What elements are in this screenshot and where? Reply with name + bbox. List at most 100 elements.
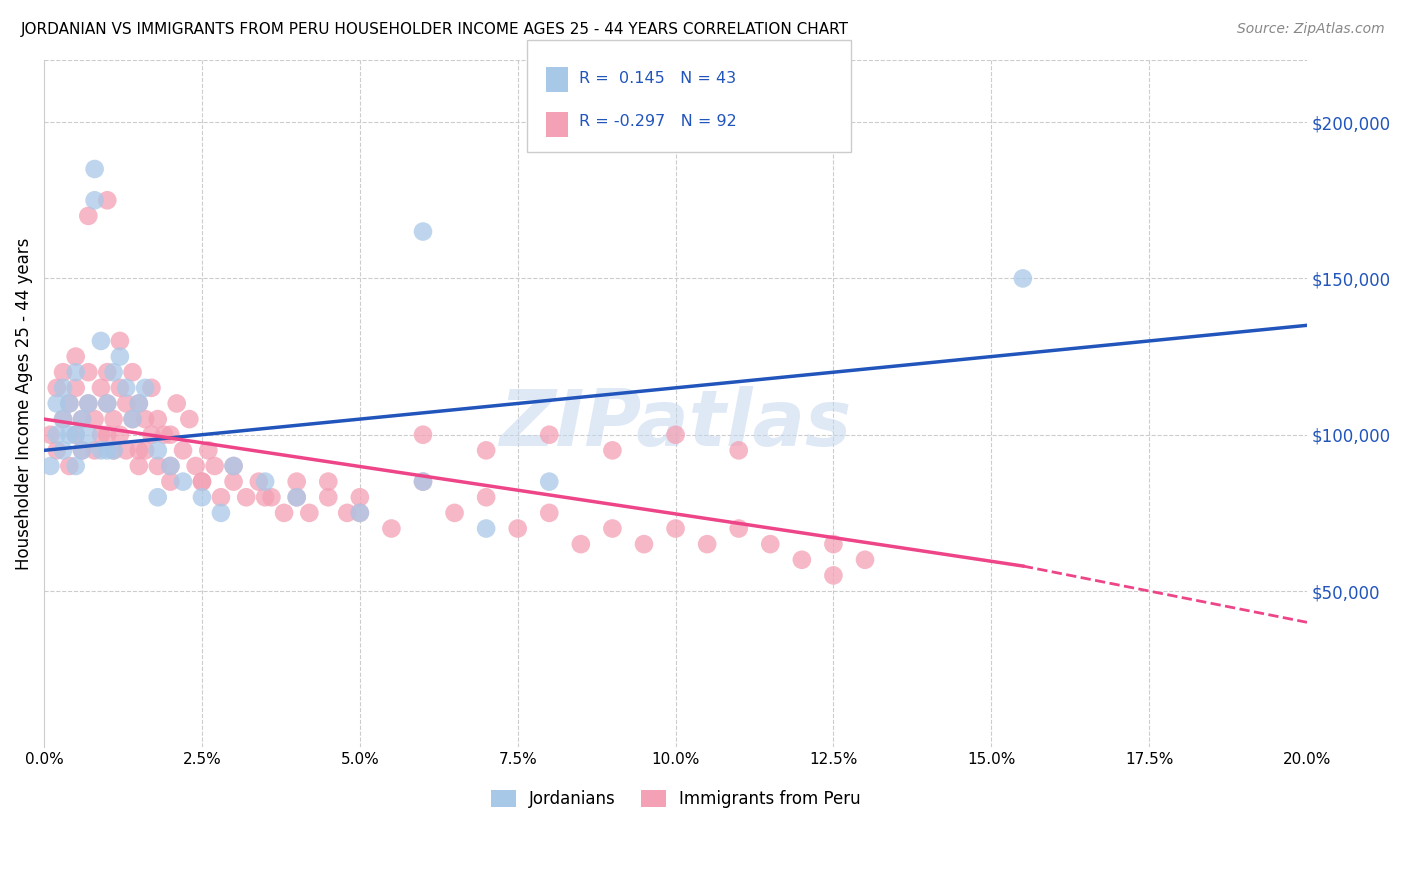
Point — [412, 225, 434, 239]
Point — [298, 506, 321, 520]
Point — [412, 427, 434, 442]
Text: R =  0.145   N = 43: R = 0.145 N = 43 — [579, 71, 737, 86]
Point — [443, 506, 465, 520]
Point — [121, 412, 143, 426]
Point — [1011, 271, 1033, 285]
Point — [96, 396, 118, 410]
Point — [336, 506, 359, 520]
Point — [115, 381, 138, 395]
Point — [602, 443, 624, 458]
Point — [52, 443, 75, 458]
Point — [134, 443, 156, 458]
Point — [108, 334, 131, 348]
Point — [77, 396, 100, 410]
Point — [159, 427, 181, 442]
Point — [197, 443, 219, 458]
Point — [153, 427, 176, 442]
Point — [204, 458, 226, 473]
Point — [159, 458, 181, 473]
Point — [58, 427, 80, 442]
Point — [790, 553, 813, 567]
Point — [96, 427, 118, 442]
Point — [247, 475, 270, 489]
Point — [65, 427, 87, 442]
Point — [853, 553, 876, 567]
Point — [184, 458, 207, 473]
Point — [96, 194, 118, 208]
Point — [70, 443, 93, 458]
Point — [134, 381, 156, 395]
Point — [172, 443, 194, 458]
Point — [475, 443, 498, 458]
Point — [475, 490, 498, 504]
Point — [65, 350, 87, 364]
Point — [146, 412, 169, 426]
Point — [538, 506, 561, 520]
Point — [39, 427, 62, 442]
Point — [316, 475, 339, 489]
Point — [146, 490, 169, 504]
Point — [191, 475, 214, 489]
Point — [222, 458, 245, 473]
Point — [235, 490, 257, 504]
Point — [121, 365, 143, 379]
Point — [52, 381, 75, 395]
Point — [823, 537, 845, 551]
Point — [39, 458, 62, 473]
Point — [45, 396, 67, 410]
Point — [285, 490, 308, 504]
Point — [90, 381, 112, 395]
Point — [664, 522, 686, 536]
Point — [45, 427, 67, 442]
Point — [191, 475, 214, 489]
Point — [569, 537, 592, 551]
Point — [58, 458, 80, 473]
Point — [77, 365, 100, 379]
Point — [115, 396, 138, 410]
Point — [52, 412, 75, 426]
Point — [70, 443, 93, 458]
Point — [475, 522, 498, 536]
Point — [70, 412, 93, 426]
Y-axis label: Householder Income Ages 25 - 44 years: Householder Income Ages 25 - 44 years — [15, 237, 32, 570]
Point — [103, 365, 125, 379]
Point — [696, 537, 718, 551]
Point — [412, 475, 434, 489]
Point — [273, 506, 295, 520]
Point — [727, 522, 749, 536]
Point — [90, 334, 112, 348]
Point — [58, 396, 80, 410]
Point — [179, 412, 201, 426]
Point — [77, 209, 100, 223]
Point — [83, 194, 105, 208]
Point — [159, 458, 181, 473]
Point — [128, 396, 150, 410]
Text: JORDANIAN VS IMMIGRANTS FROM PERU HOUSEHOLDER INCOME AGES 25 - 44 YEARS CORRELAT: JORDANIAN VS IMMIGRANTS FROM PERU HOUSEH… — [21, 22, 849, 37]
Point — [103, 443, 125, 458]
Legend: Jordanians, Immigrants from Peru: Jordanians, Immigrants from Peru — [484, 783, 868, 814]
Point — [412, 475, 434, 489]
Point — [222, 458, 245, 473]
Point — [128, 396, 150, 410]
Point — [83, 443, 105, 458]
Point — [166, 396, 188, 410]
Point — [823, 568, 845, 582]
Point — [108, 350, 131, 364]
Text: R = -0.297   N = 92: R = -0.297 N = 92 — [579, 114, 737, 129]
Point — [254, 475, 277, 489]
Point — [159, 475, 181, 489]
Point — [58, 396, 80, 410]
Point — [96, 443, 118, 458]
Point — [65, 365, 87, 379]
Point — [285, 475, 308, 489]
Point — [108, 427, 131, 442]
Point — [349, 506, 371, 520]
Point — [134, 412, 156, 426]
Point — [349, 506, 371, 520]
Point — [191, 490, 214, 504]
Point — [316, 490, 339, 504]
Text: ZIPatlas: ZIPatlas — [499, 386, 852, 462]
Text: Source: ZipAtlas.com: Source: ZipAtlas.com — [1237, 22, 1385, 37]
Point — [538, 475, 561, 489]
Point — [65, 381, 87, 395]
